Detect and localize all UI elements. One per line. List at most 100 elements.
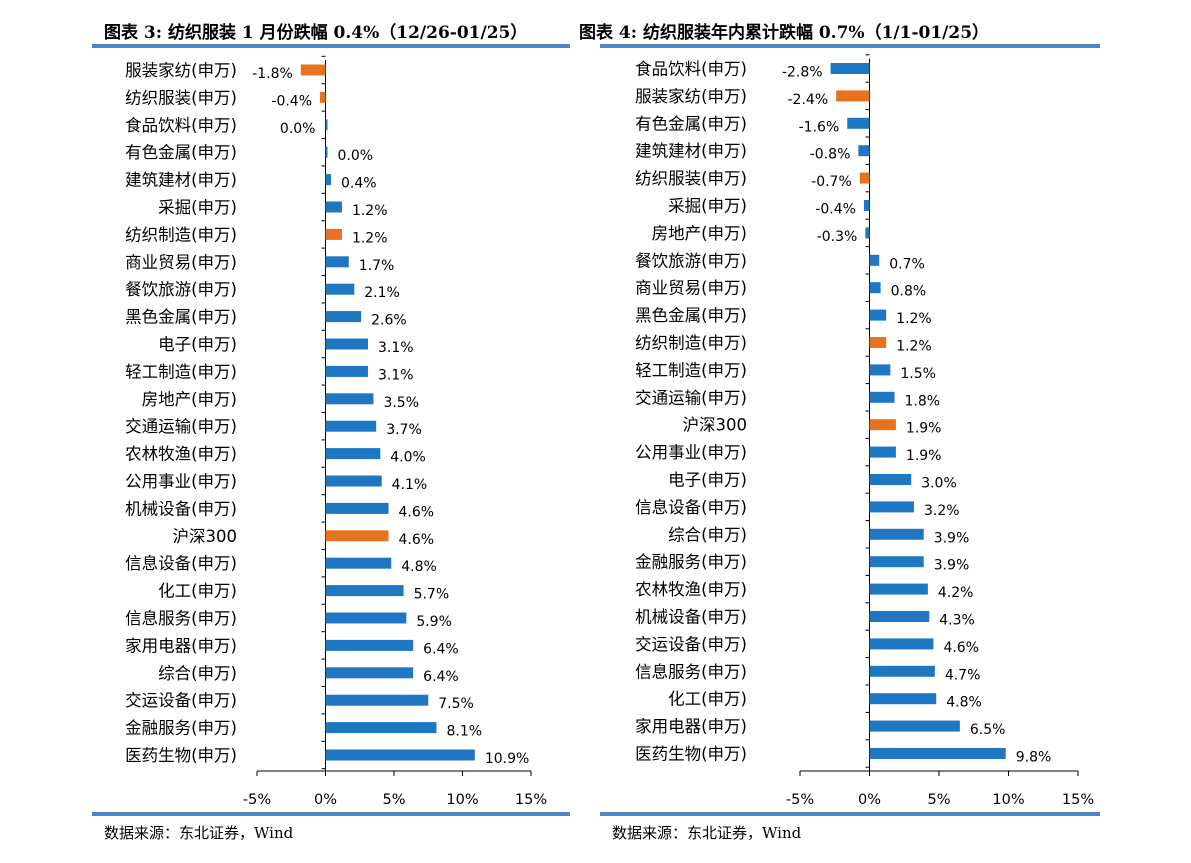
category-label-left: 机械设备(申万) [125, 499, 237, 518]
bar-right [836, 90, 870, 102]
value-label-right: -0.3% [817, 229, 858, 245]
category-label-right: 纺织制造(申万) [635, 334, 747, 353]
bar-left [325, 722, 437, 734]
bar-right [869, 254, 880, 266]
bar-right [869, 364, 891, 376]
value-label-right: 1.2% [896, 339, 932, 355]
x-tick-label-right: 15% [1062, 792, 1094, 808]
value-label-left: 1.2% [352, 203, 388, 219]
value-label-right: 0.7% [889, 256, 925, 272]
bar-right [869, 309, 887, 321]
value-label-left: 4.6% [399, 504, 435, 520]
category-label-left: 电子(申万) [158, 335, 237, 354]
category-label-right: 交通运输(申万) [635, 388, 747, 407]
bar-left [325, 667, 414, 679]
category-label-left: 餐饮旅游(申万) [125, 280, 237, 299]
bar-right [869, 474, 912, 485]
category-label-right: 有色金属(申万) [635, 114, 747, 133]
category-label-left: 农林牧渔(申万) [125, 445, 237, 464]
chart-title-right: 图表 4: 纺织服装年内累计跌幅 0.7%（1/1-01/25） [579, 23, 990, 43]
category-label-right: 纺织服装(申万) [635, 169, 747, 188]
value-label-left: -1.8% [252, 66, 293, 82]
bar-left [325, 694, 429, 706]
bar-left [325, 256, 349, 268]
value-label-left: 4.8% [401, 559, 437, 575]
category-label-right: 食品饮料(申万) [635, 60, 747, 79]
bar-right [869, 446, 896, 458]
value-label-right: 4.3% [939, 613, 975, 629]
category-label-left: 家用电器(申万) [125, 636, 237, 655]
x-tick-label-right: -5% [786, 792, 814, 808]
value-label-right: 3.9% [934, 530, 970, 546]
category-label-left: 服装家纺(申万) [125, 61, 237, 80]
value-label-right: -1.6% [799, 119, 840, 135]
category-label-left: 交通运输(申万) [125, 417, 237, 436]
category-label-right: 公用事业(申万) [635, 443, 747, 462]
category-label-left: 公用事业(申万) [125, 472, 237, 491]
bar-left [325, 585, 404, 597]
category-label-left: 信息服务(申万) [125, 609, 237, 628]
category-label-right: 沪深300 [683, 416, 748, 435]
bar-left [325, 338, 368, 350]
value-label-right: 3.2% [924, 503, 960, 519]
value-label-right: -0.4% [815, 202, 856, 218]
category-label-right: 采掘(申万) [668, 197, 747, 216]
category-label-left: 建筑建材(申万) [125, 171, 237, 190]
x-tick-label-right: 0% [858, 792, 881, 808]
value-label-right: 1.9% [906, 448, 942, 464]
category-label-left: 轻工制造(申万) [125, 362, 237, 381]
value-label-left: 0.0% [280, 121, 316, 137]
category-label-right: 服装家纺(申万) [635, 87, 747, 106]
category-label-right: 信息设备(申万) [635, 498, 747, 517]
bottom-rule-left [92, 812, 570, 816]
value-label-left: 3.1% [378, 340, 414, 356]
x-tick-label-left: 5% [382, 792, 405, 808]
value-label-left: -0.4% [271, 93, 312, 109]
category-label-left: 化工(申万) [158, 582, 237, 601]
category-label-left: 房地产(申万) [142, 390, 237, 409]
value-label-left: 3.7% [386, 422, 422, 438]
bar-right [869, 693, 937, 705]
x-tick-label-left: 0% [314, 792, 337, 808]
bar-right [869, 638, 934, 650]
category-label-right: 建筑建材(申万) [635, 142, 747, 161]
x-tick-label-right: 5% [927, 792, 950, 808]
bar-right [869, 611, 930, 622]
bar-left [325, 201, 342, 213]
category-label-left: 采掘(申万) [158, 198, 237, 217]
bar-left [325, 639, 414, 651]
bar-right [869, 748, 1006, 759]
value-label-right: 3.0% [921, 476, 957, 492]
source-left: 数据来源：东北证券，Wind [104, 824, 294, 842]
category-label-left: 沪深300 [173, 527, 238, 546]
bar-left [325, 393, 374, 405]
value-label-right: 9.8% [1016, 750, 1052, 766]
bar-right [859, 172, 870, 184]
value-label-right: -0.8% [810, 147, 851, 163]
value-label-left: 4.6% [399, 532, 435, 548]
category-label-right: 综合(申万) [668, 525, 747, 544]
bar-right [847, 117, 870, 129]
value-label-left: 7.5% [438, 696, 474, 712]
value-label-left: 2.6% [371, 313, 407, 329]
bar-right [869, 720, 960, 732]
category-label-right: 农林牧渔(申万) [635, 580, 747, 599]
category-label-right: 轻工制造(申万) [635, 361, 747, 380]
category-label-right: 电子(申万) [668, 471, 747, 490]
value-label-right: 1.8% [905, 393, 941, 409]
bar-left [325, 475, 382, 487]
category-label-right: 化工(申万) [668, 690, 747, 709]
value-label-left: 8.1% [446, 724, 482, 740]
x-tick-label-left: -5% [243, 792, 271, 808]
bar-right [869, 391, 895, 403]
category-label-left: 纺织制造(申万) [125, 225, 237, 244]
value-label-left: 2.1% [364, 285, 400, 301]
bar-right [830, 63, 870, 74]
category-label-right: 家用电器(申万) [635, 717, 747, 736]
x-tick-label-left: 15% [515, 792, 547, 808]
value-label-right: -0.7% [811, 174, 852, 190]
bar-right [865, 227, 870, 239]
bar-left [320, 91, 326, 103]
bar-right [863, 200, 870, 211]
